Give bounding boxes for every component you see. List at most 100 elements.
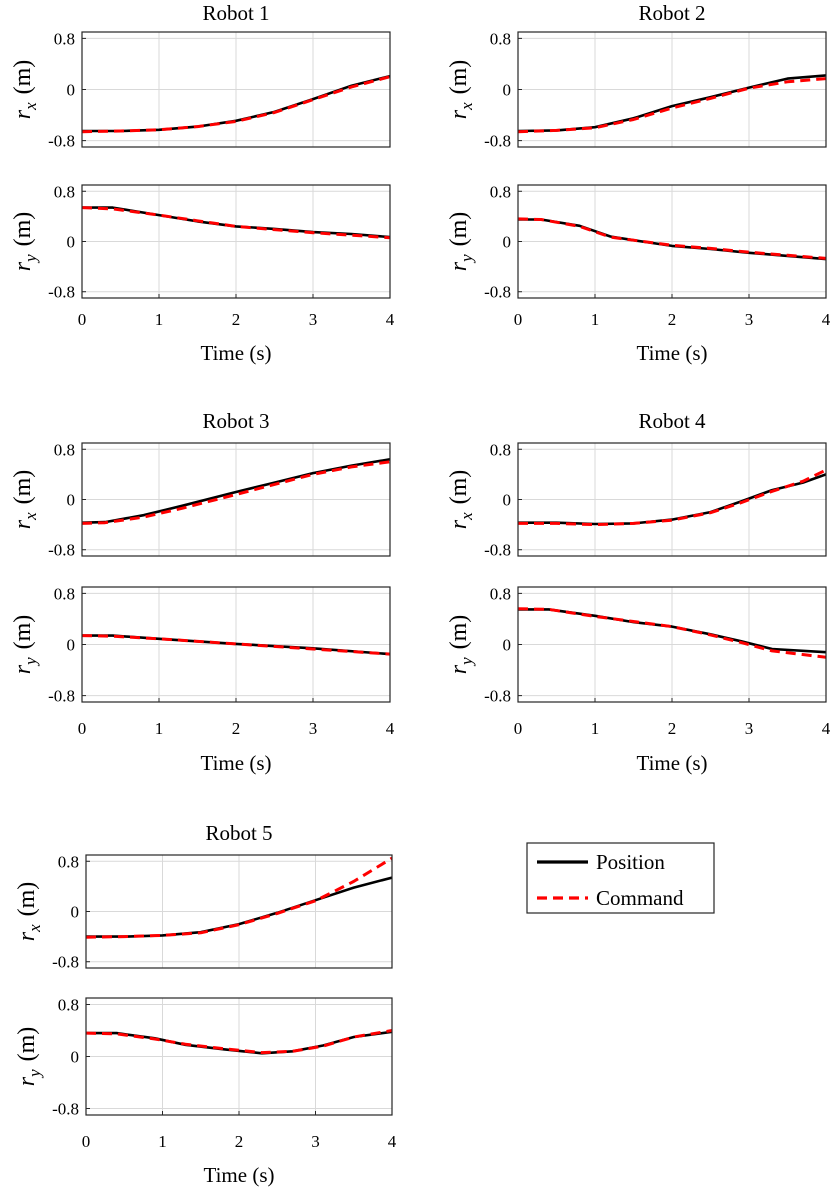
x-axis-label: Time (s) xyxy=(637,751,708,775)
y-label-unit: (m) xyxy=(10,212,36,247)
x-tick-label: 3 xyxy=(311,1132,320,1151)
y-label-sub: x xyxy=(21,512,40,521)
y-tick-label: 0.8 xyxy=(490,29,511,48)
y-label-unit: (m) xyxy=(446,615,472,650)
chart-title: Robot 1 xyxy=(202,1,269,25)
chart-robot-5: Robot 50.80-0.8rx(m)0.80-0.8ry(m)0 1 2 3 4Ti… xyxy=(14,821,397,1187)
subplot-rx: 0.8 0 -0.8 rx (m) xyxy=(10,440,391,560)
legend: Position Command xyxy=(526,842,715,914)
x-tick-label: 2 xyxy=(668,310,677,329)
y-axis-label: ry (m) xyxy=(14,1027,44,1087)
y-tick-label: 0 xyxy=(503,491,512,510)
y-label-sub: x xyxy=(457,512,476,521)
x-tick-label: 4 xyxy=(386,719,395,738)
series-line-command xyxy=(518,468,826,527)
series-line-command xyxy=(86,1029,392,1055)
y-axis-label: rx (m) xyxy=(446,470,476,530)
y-label-sub: x xyxy=(457,102,476,111)
x-tick-label: 1 xyxy=(158,1132,167,1151)
x-tick-label: 4 xyxy=(822,719,830,738)
series-line-command xyxy=(82,206,390,240)
chart-robot-4: Robot 40.80-0.8rx(m)0.80-0.8ry(m)0 1 2 3 4Ti… xyxy=(446,409,830,775)
y-tick-label: 0.8 xyxy=(54,182,75,201)
y-tick-label: 0 xyxy=(503,233,512,252)
subplot-rx: 0.8 0 -0.8 rx (m) xyxy=(10,29,391,151)
subplot-ry: 0.8 0 -0.8 ry (m) xyxy=(446,584,827,706)
series-line-command xyxy=(82,634,390,656)
x-tick-label: 0 xyxy=(78,310,87,329)
y-label-unit: (m) xyxy=(10,615,36,650)
x-tick-label: 4 xyxy=(822,310,830,329)
series-line-command xyxy=(86,856,392,939)
x-axis-label: Time (s) xyxy=(201,751,272,775)
y-label-sub: x xyxy=(21,102,40,111)
chart-robot-3: Robot 30.80-0.8rx(m)0.80-0.8ry(m)0 1 2 3 4Ti… xyxy=(10,409,395,775)
y-label-unit: (m) xyxy=(10,60,36,95)
x-tick-label: 3 xyxy=(745,719,754,738)
y-tick-label: 0 xyxy=(67,81,76,100)
y-tick-label: 0 xyxy=(67,491,76,510)
y-tick-label: 0.8 xyxy=(58,852,79,871)
x-tick-label: 2 xyxy=(232,719,241,738)
y-label-sub: y xyxy=(21,657,40,667)
y-label-var: r xyxy=(10,664,36,674)
y-label-unit: (m) xyxy=(446,470,472,505)
x-tick-label: 1 xyxy=(155,310,164,329)
x-tick-label: 3 xyxy=(745,310,754,329)
series-line-command xyxy=(518,77,826,134)
y-label-unit: (m) xyxy=(10,470,36,505)
chart-robot-1: Robot 10.80-0.8rx(m)0.80-0.8ry(m)0 1 2 3 4Ti… xyxy=(10,1,395,365)
y-tick-label: 0.8 xyxy=(490,440,511,459)
y-tick-label: -0.8 xyxy=(52,1100,79,1119)
chart-title: Robot 4 xyxy=(638,409,706,433)
y-label-var: r xyxy=(10,261,36,271)
x-tick-label: 2 xyxy=(232,310,241,329)
x-tick-label: 3 xyxy=(309,310,318,329)
subplot-rx: 0.8 0 -0.8 rx (m) xyxy=(446,440,827,560)
y-axis-label: ry (m) xyxy=(10,615,40,675)
y-label-var: r xyxy=(446,109,472,119)
y-tick-label: 0 xyxy=(71,903,80,922)
series-line-command xyxy=(518,607,826,659)
subplot-rx: 0.8 0 -0.8 rx (m) xyxy=(446,29,827,151)
legend-box xyxy=(526,842,715,914)
y-tick-label: 0.8 xyxy=(490,584,511,603)
x-tick-label: 1 xyxy=(155,719,164,738)
y-tick-label: 0 xyxy=(67,233,76,252)
y-tick-label: 0.8 xyxy=(54,29,75,48)
x-tick-label: 4 xyxy=(388,1132,397,1151)
chart-robot-2: Robot 20.80-0.8rx(m)0.80-0.8ry(m)0 1 2 3 4Ti… xyxy=(446,1,830,365)
y-label-unit: (m) xyxy=(446,60,472,95)
subplot-ry: 0.8 0 -0.8 ry (m) xyxy=(10,182,391,302)
y-label-var: r xyxy=(14,1076,40,1086)
y-label-unit: (m) xyxy=(446,212,472,247)
y-label-var: r xyxy=(446,519,472,529)
y-tick-label: 0.8 xyxy=(490,182,511,201)
series-line-command xyxy=(518,217,826,260)
x-tick-label: 2 xyxy=(668,719,677,738)
legend-label-command: Command xyxy=(596,886,684,910)
x-tick-label: 0 xyxy=(514,310,523,329)
y-label-unit: (m) xyxy=(14,1027,40,1062)
y-label-sub: y xyxy=(457,657,476,667)
series-line-position xyxy=(518,608,826,654)
y-axis-label: rx (m) xyxy=(14,882,44,942)
x-tick-label: 2 xyxy=(235,1132,244,1151)
y-label-var: r xyxy=(14,931,40,941)
series-line-command xyxy=(82,460,390,525)
y-axis-label: ry (m) xyxy=(10,212,40,272)
y-tick-label: 0.8 xyxy=(54,440,75,459)
y-tick-label: 0.8 xyxy=(54,584,75,603)
legend-label-position: Position xyxy=(596,850,665,874)
x-axis-label: Time (s) xyxy=(637,341,708,365)
x-tick-label: 0 xyxy=(514,719,523,738)
y-axis-label: rx (m) xyxy=(10,470,40,530)
y-tick-label: -0.8 xyxy=(48,541,75,560)
series-line-command xyxy=(82,75,390,134)
chart-title: Robot 3 xyxy=(202,409,269,433)
y-label-var: r xyxy=(446,664,472,674)
y-tick-label: 0 xyxy=(67,636,76,655)
chart-title: Robot 2 xyxy=(638,1,705,25)
y-axis-label: ry (m) xyxy=(446,615,476,675)
